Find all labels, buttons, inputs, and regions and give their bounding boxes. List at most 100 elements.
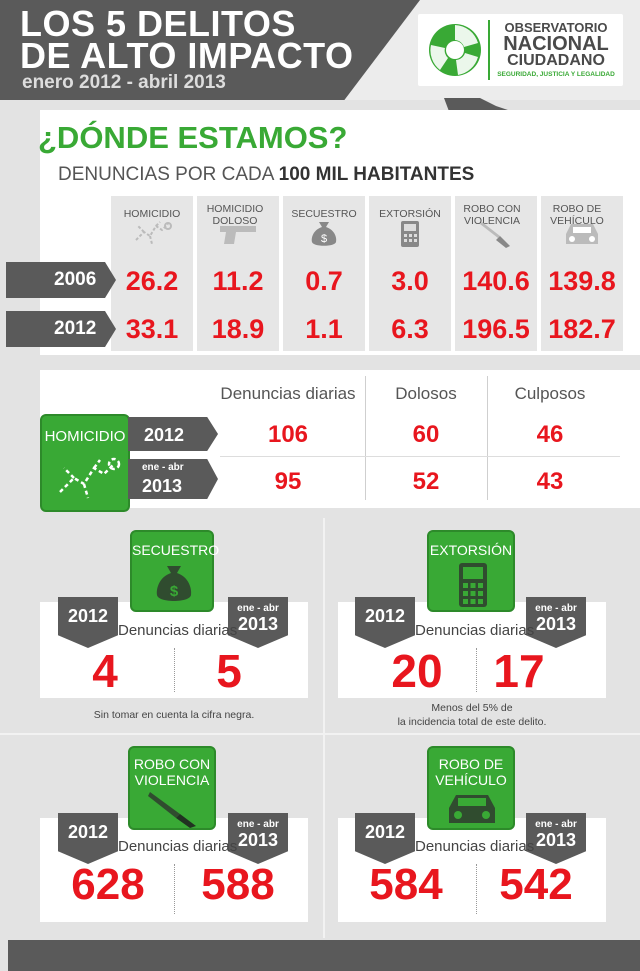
logo-swirl-icon xyxy=(429,24,481,76)
value-2012-robo-vehiculo: 182.7 xyxy=(548,314,616,344)
robo-vehiculo-badge-line-1: ROBO DE xyxy=(438,756,504,772)
extorsion-value-2013: 17 xyxy=(493,645,545,697)
value-2006-homicidio-doloso: 11.2 xyxy=(212,266,264,296)
summary-title: ¿DÓNDE ESTAMOS? xyxy=(38,120,348,155)
header: LOS 5 DELITOS DE ALTO IMPACTO enero 2012… xyxy=(0,0,640,100)
secuestro-denuncias-label: Denuncias diarias xyxy=(118,622,238,639)
extorsion-denuncias-label: Denuncias diarias xyxy=(415,622,535,639)
logo-line-3: CIUDADANO xyxy=(507,52,605,69)
robo-vehiculo-value-2013: 542 xyxy=(499,860,573,909)
extorsion-note-line-1: Menos del 5% de xyxy=(431,702,513,714)
homicidio-2012-dolosos: 60 xyxy=(412,421,440,448)
value-2006-robo-vehiculo: 139.8 xyxy=(548,266,616,296)
secuestro-tag-2013: ene - abr 2013 xyxy=(228,596,288,648)
homicidio-year-2012: 2012 xyxy=(128,417,218,451)
homicidio-divider-1 xyxy=(365,376,366,500)
footer-bar xyxy=(8,940,640,971)
phone-icon xyxy=(459,563,487,607)
value-2012-homicidio-doloso: 18.9 xyxy=(211,314,265,344)
value-2012-secuestro: 1.1 xyxy=(305,314,343,344)
car-icon xyxy=(539,220,625,248)
robo-violencia-value-2012: 628 xyxy=(71,860,145,909)
robo-violencia-badge: ROBO CON VIOLENCIA xyxy=(128,746,216,830)
secuestro-badge-label: SECUESTRO xyxy=(132,542,220,558)
robo-vehiculo-badge: ROBO DE VEHÍCULO xyxy=(427,746,515,830)
summary-subtitle-prefix: DENUNCIAS POR CADA xyxy=(58,164,279,185)
robo-vehiculo-denuncias-label: Denuncias diarias xyxy=(415,838,535,855)
homicidio-2012-denuncias: 106 xyxy=(267,421,309,448)
robo-violencia-denuncias-label: Denuncias diarias xyxy=(118,838,238,855)
col-label-extorsion: EXTORSIÓN xyxy=(379,208,441,220)
knife-icon xyxy=(148,792,196,828)
robo-violencia-badge-line-1: ROBO CON xyxy=(133,756,211,772)
value-2006-extorsion: 3.0 xyxy=(391,266,429,296)
robo-vehiculo-tag-2013-label: 2013 xyxy=(535,830,577,850)
body-outline-icon xyxy=(109,220,195,248)
homicidio-header-denuncias: Denuncias diarias xyxy=(220,384,356,403)
value-2006-robo-violencia: 140.6 xyxy=(462,266,530,296)
value-2012-extorsion: 6.3 xyxy=(391,314,429,344)
logo-line-2: NACIONAL xyxy=(503,33,609,55)
summary-subtitle: DENUNCIAS POR CADA 100 MIL HABITANTES xyxy=(58,164,474,186)
col-label-homicidio-doloso: HOMICIDIO DOLOSO xyxy=(206,203,264,227)
robo-vehiculo-value-2012: 584 xyxy=(369,860,443,909)
robo-vehiculo-badge-line-2: VEHÍCULO xyxy=(435,772,507,788)
body-outline-icon xyxy=(59,457,121,499)
homicidio-badge-label: HOMICIDIO xyxy=(44,428,126,445)
year-label-2012: 2012 xyxy=(6,311,116,347)
extorsion-badge: EXTORSIÓN xyxy=(427,530,515,612)
col-bg-1 xyxy=(111,196,193,351)
robo-violencia-tag-2012-label: 2012 xyxy=(67,822,109,842)
col-bg-6 xyxy=(541,196,623,351)
homicidio-year-2012-label: 2012 xyxy=(144,425,185,445)
secuestro-note: Sin tomar en cuenta la cifra negra. xyxy=(93,709,255,721)
value-2006-homicidio: 26.2 xyxy=(125,266,179,296)
header-band xyxy=(0,0,420,100)
extorsion-tag-2012-label: 2012 xyxy=(364,606,406,626)
value-2012-robo-violencia: 196.5 xyxy=(462,314,530,344)
homicidio-2013-denuncias: 95 xyxy=(274,468,302,495)
robo-violencia-badge-line-2: VIOLENCIA xyxy=(134,772,210,788)
homicidio-2013-culposos: 43 xyxy=(536,468,564,495)
extorsion-dot-divider xyxy=(476,648,477,692)
extorsion-badge-label: EXTORSIÓN xyxy=(429,542,513,558)
robo-violencia-value-2013: 588 xyxy=(201,860,275,909)
homicidio-badge: HOMICIDIO xyxy=(40,414,130,512)
money-bag-icon: $ xyxy=(281,220,367,248)
col-label-robo-violencia: ROBO CON VIOLENCIA xyxy=(463,203,521,227)
col-label-secuestro: SECUESTRO xyxy=(291,208,357,220)
logo: OBSERVATORIO NACIONAL CIUDADANO SEGURIDA… xyxy=(418,14,623,86)
col-bg-3 xyxy=(283,196,365,351)
secuestro-value-2013: 5 xyxy=(216,645,242,697)
money-bag-icon: $ xyxy=(156,566,192,601)
homicidio-2012-culposos: 46 xyxy=(536,421,564,448)
value-2006-secuestro: 0.7 xyxy=(305,266,343,296)
homicidio-row-divider xyxy=(220,456,620,457)
homicidio-2013-dolosos: 52 xyxy=(412,468,440,495)
title-line-1: LOS 5 DELITOS xyxy=(20,3,296,44)
extorsion-tag-2013-label: 2013 xyxy=(535,614,577,634)
knife-icon xyxy=(453,220,539,248)
logo-divider xyxy=(488,20,490,80)
homicidio-year-2013: ene - abr 2013 xyxy=(128,459,218,499)
homicidio-year-2013-small: ene - abr xyxy=(142,462,184,473)
secuestro-tag-2013-small: ene - abr xyxy=(237,603,279,614)
phone-icon xyxy=(367,220,453,248)
quadrant-divider-vertical xyxy=(323,518,325,938)
secuestro-dot-divider xyxy=(174,648,175,692)
robo-violencia-dot-divider xyxy=(174,864,175,914)
extorsion-tag-2013-small: ene - abr xyxy=(535,603,577,614)
period-label: enero 2012 - abril 2013 xyxy=(22,72,226,93)
col-label-homicidio: HOMICIDIO xyxy=(123,208,181,220)
homicidio-year-2013-label: 2013 xyxy=(142,476,183,496)
col-bg-2 xyxy=(197,196,279,351)
homicidio-header-dolosos: Dolosos xyxy=(395,384,457,403)
col-bg-5 xyxy=(455,196,537,351)
homicidio-divider-2 xyxy=(487,376,488,500)
logo-tagline: SEGURIDAD, JUSTICIA Y LEGALIDAD xyxy=(497,71,615,78)
quadrant-divider-horizontal xyxy=(0,733,640,735)
secuestro-value-2012: 4 xyxy=(92,645,118,697)
extorsion-value-2012: 20 xyxy=(391,645,443,697)
secuestro-tag-2013-label: 2013 xyxy=(237,614,279,634)
pistol-icon xyxy=(195,220,281,248)
